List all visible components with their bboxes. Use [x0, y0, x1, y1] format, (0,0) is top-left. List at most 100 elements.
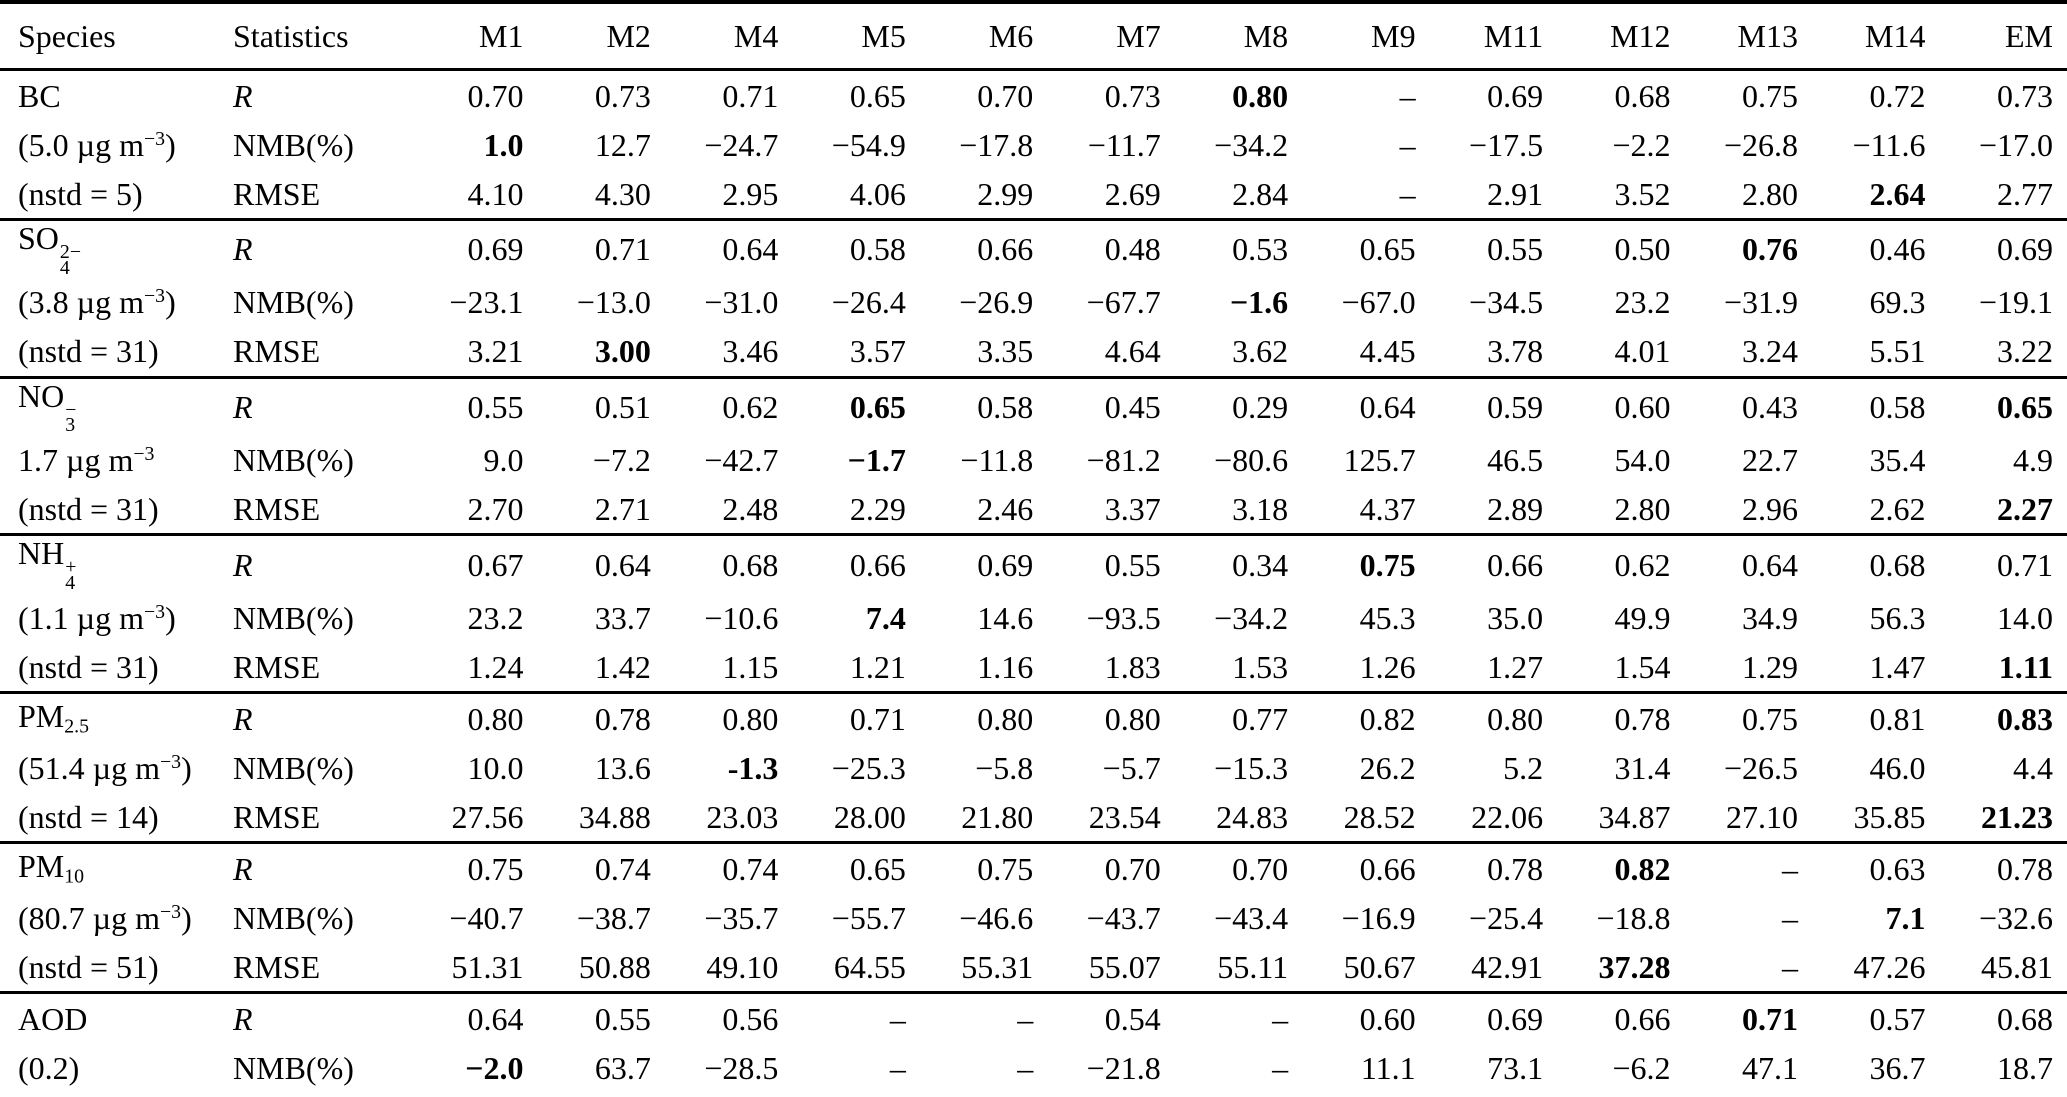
species-name-base: NO: [18, 377, 65, 414]
stat-value-cell: –: [1685, 843, 1812, 894]
stat-value: −43.4: [1214, 899, 1289, 936]
species-cell: (1.1 µg m−3): [0, 593, 232, 642]
stat-value-cell: 0.75: [1685, 70, 1812, 121]
stat-value-cell: 0.74: [537, 843, 664, 894]
stat-value: –: [889, 1049, 906, 1086]
stat-value: −28.5: [704, 1049, 779, 1086]
stat-value: 0.82: [1614, 850, 1671, 887]
stat-label-cell: R: [232, 843, 410, 894]
stat-value: −42.7: [704, 441, 779, 478]
stat-value: 0.46: [1869, 231, 1926, 268]
stat-value: 3.35: [977, 333, 1034, 370]
stat-value: 0.55: [467, 389, 524, 425]
stat-label: NMB(%): [233, 1049, 354, 1086]
stat-value-cell: 2.71: [537, 484, 664, 535]
species-name-sup: −: [65, 398, 77, 421]
stat-value: 0.77: [1232, 700, 1289, 737]
stat-value: 0.34: [1232, 546, 1289, 583]
stat-value-cell: 0.18: [1047, 1092, 1174, 1097]
species-concentration: (3.8 µg m−3): [18, 284, 176, 320]
stat-value-cell: 2.27: [1939, 484, 2067, 535]
species-name: SO 2− 4: [18, 220, 81, 278]
stat-value-cell: 42.91: [1430, 942, 1557, 993]
species-name-base: BC: [18, 77, 61, 114]
stat-value-cell: 0.19: [1302, 1092, 1429, 1097]
stat-value: 0.75: [1741, 77, 1798, 114]
stat-value: –: [1399, 175, 1416, 212]
species-concentration-text: (80.7 µg m: [18, 899, 160, 936]
species-concentration-text: 1.7 µg m: [18, 441, 134, 478]
stat-value: 34.9: [1741, 599, 1798, 636]
stat-value: 23.2: [1614, 284, 1671, 321]
stat-value-cell: 35.85: [1812, 792, 1939, 843]
stat-value-cell: 0.69: [410, 220, 537, 278]
stat-value-cell: 1.29: [1685, 642, 1812, 693]
stat-value: −67.0: [1341, 284, 1416, 321]
stat-value: −26.5: [1723, 749, 1798, 786]
stat-value: 64.55: [833, 948, 906, 985]
species-concentration: (0.2): [18, 1050, 79, 1086]
table-row: PM10 R 0.75 0.74 0.74 0.65 0.75 0.70 0.70 0.66 0.7…: [0, 843, 2067, 894]
stat-value-cell: –: [1175, 1043, 1302, 1092]
stat-value-cell: −93.5: [1047, 593, 1174, 642]
stat-value: 0.83: [1997, 700, 2053, 737]
stat-value: 0.68: [1997, 1000, 2053, 1037]
stat-value-cell: 0.68: [1812, 535, 1939, 593]
species-nstd: (nstd = 14): [18, 798, 159, 835]
stat-value-cell: 3.62: [1175, 327, 1302, 378]
species-concentration-exponent: −3: [159, 750, 182, 773]
stat-value-cell: 50.67: [1302, 942, 1429, 993]
stat-value: –: [889, 1000, 906, 1037]
stat-value: 13.6: [594, 749, 651, 786]
stat-value-cell: 0.70: [920, 70, 1047, 121]
stat-value: –: [1017, 1000, 1034, 1037]
stat-value-cell: 31.4: [1557, 743, 1684, 792]
species-name: PM2.5: [18, 698, 89, 736]
stat-value: 0.70: [1232, 850, 1289, 887]
stat-value: 0.67: [467, 546, 524, 583]
species-concentration-exponent: −3: [159, 900, 182, 923]
stat-value: 0.71: [594, 231, 651, 268]
stat-value-cell: 0.22: [1812, 1092, 1939, 1097]
stat-value: –: [1781, 850, 1798, 887]
stat-value: 0.65: [1359, 231, 1416, 268]
species-cell: AOD: [0, 993, 232, 1044]
stat-value-cell: 4.45: [1302, 327, 1429, 378]
species-cell: (nstd = 14): [0, 792, 232, 843]
stat-value-cell: 1.16: [920, 642, 1047, 693]
stat-value-cell: −31.9: [1685, 278, 1812, 327]
stat-value: 1.29: [1741, 648, 1798, 685]
stat-label: R: [233, 389, 253, 425]
stat-value: 3.22: [1997, 333, 2053, 370]
stat-value: 3.37: [1104, 490, 1161, 527]
species-concentration-close: ): [165, 284, 176, 321]
stat-value-cell: 0.65: [1939, 377, 2067, 435]
stat-value-cell: −34.5: [1430, 278, 1557, 327]
stat-value-cell: 51.31: [410, 942, 537, 993]
stat-label-cell: RMSE: [232, 327, 410, 378]
stat-value-cell: 1.54: [1557, 642, 1684, 693]
species-name-subsup: 2− 4: [60, 242, 81, 278]
stat-value-cell: 0.64: [1685, 535, 1812, 593]
column-header-m13: M13: [1737, 17, 1798, 54]
stat-value-cell: 0.48: [1047, 220, 1174, 278]
stat-value: 0.62: [722, 389, 779, 425]
species-name: PM10: [18, 848, 84, 886]
stat-value: 3.52: [1614, 175, 1671, 212]
stat-value-cell: 14.0: [1939, 593, 2067, 642]
stat-value: 0.58: [849, 231, 906, 268]
stat-value-cell: 0.78: [1430, 843, 1557, 894]
stat-value: 0.51: [594, 389, 651, 425]
stat-value: 0.64: [722, 231, 779, 268]
stat-value-cell: 36.7: [1812, 1043, 1939, 1092]
stat-value: 1.15: [722, 648, 779, 685]
header-row: Species Statistics M1 M2 M4 M5 M6 M7 M8 M9 M11 M12 M…: [0, 4, 2067, 70]
stat-value: 0.72: [1869, 77, 1926, 114]
stat-value: 0.75: [1741, 700, 1798, 737]
species-cell: PM10: [0, 843, 232, 894]
species-name: NO −3: [18, 377, 76, 436]
stat-value: 4.37: [1359, 490, 1416, 527]
stat-value: −26.9: [959, 284, 1034, 321]
stat-value-cell: 0.55: [1047, 535, 1174, 593]
stat-value: 2.91: [1487, 175, 1544, 212]
